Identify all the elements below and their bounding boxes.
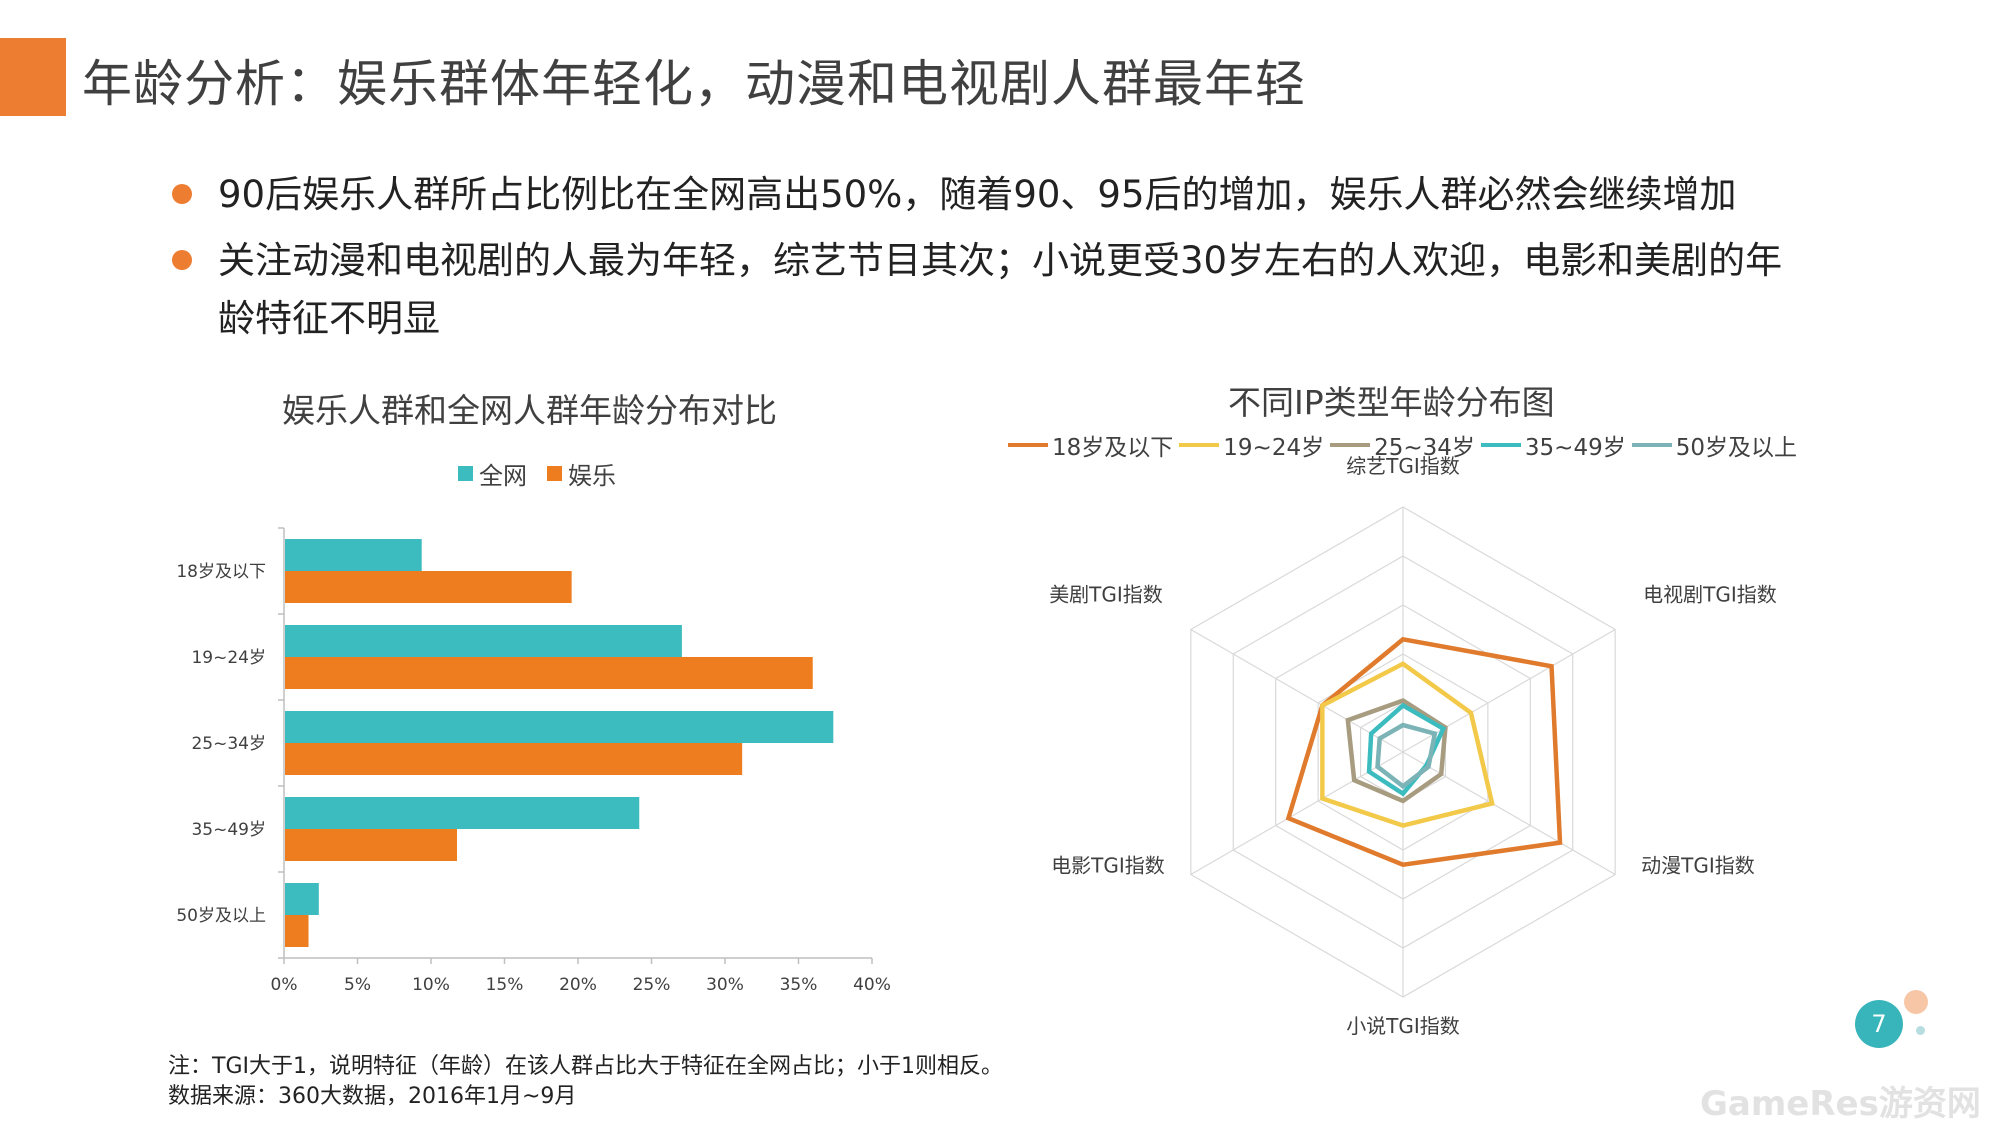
radar-legend-label: 18岁及以下 bbox=[1052, 435, 1174, 461]
x-tick-label: 35% bbox=[780, 975, 818, 995]
bar-ent bbox=[285, 743, 743, 775]
bar-ent bbox=[285, 657, 813, 689]
y-category-label: 19~24岁 bbox=[191, 648, 266, 668]
page-number: 7 bbox=[1855, 1000, 1903, 1048]
legend-label-all: 全网 bbox=[479, 462, 527, 490]
bullet-text: 关注动漫和电视剧的人最为年轻，综艺节目其次；小说更受30岁左右的人欢迎，电影和美… bbox=[218, 239, 1783, 340]
radar-legend-swatch bbox=[1631, 443, 1672, 447]
bar-all bbox=[285, 539, 422, 571]
bar-all bbox=[285, 797, 640, 829]
y-category-label: 50岁及以上 bbox=[176, 906, 266, 926]
x-tick-label: 10% bbox=[412, 975, 450, 995]
x-tick-label: 25% bbox=[633, 975, 671, 995]
legend-item-all: 全网 bbox=[458, 456, 527, 491]
bullet-item: 关注动漫和电视剧的人最为年轻，综艺节目其次；小说更受30岁左右的人欢迎，电影和美… bbox=[172, 232, 1812, 348]
radar-legend-item: 50岁及以上 bbox=[1631, 428, 1797, 462]
bar-ent bbox=[285, 915, 309, 947]
x-tick-label: 40% bbox=[853, 975, 891, 995]
bar-chart-title: 娱乐人群和全网人群年龄分布对比 bbox=[282, 391, 777, 430]
legend-item-ent: 娱乐 bbox=[547, 456, 616, 491]
radar-legend-swatch bbox=[1330, 443, 1371, 447]
radar-axis-spoke bbox=[1402, 751, 1616, 876]
radar-legend-item: 19~24岁 bbox=[1179, 428, 1324, 462]
watermark: GameRes游资网 bbox=[1700, 1084, 1981, 1124]
bar-ent bbox=[285, 571, 572, 603]
bullet-dot-icon bbox=[172, 184, 192, 204]
bullet-item: 90后娱乐人群所占比例比在全网高出50%，随着90、95后的增加，娱乐人群必然会… bbox=[172, 166, 1812, 224]
radar-axis-label: 综艺TGI指数 bbox=[1346, 454, 1460, 478]
x-tick-label: 0% bbox=[271, 975, 298, 995]
x-tick-label: 5% bbox=[344, 975, 371, 995]
radar-legend-item: 18岁及以下 bbox=[1008, 428, 1173, 462]
title-accent-bar bbox=[0, 38, 66, 116]
radar-axis-label: 动漫TGI指数 bbox=[1641, 854, 1755, 878]
radar-series-line bbox=[1285, 636, 1563, 868]
footnote-line-2: 数据来源：360大数据，2016年1月~9月 bbox=[168, 1084, 577, 1109]
radar-legend-item: 25~34岁 bbox=[1330, 428, 1475, 462]
radar-series-line bbox=[1320, 661, 1495, 828]
radar-legend-item: 35~49岁 bbox=[1480, 428, 1626, 462]
bar-ent bbox=[285, 829, 457, 861]
footnote: 注：TGI大于1，说明特征（年龄）在该人群占比大于特征在全网占比；小于1则相反。… bbox=[168, 1052, 1003, 1112]
legend-label-ent: 娱乐 bbox=[568, 462, 616, 490]
legend-swatch-all bbox=[458, 466, 473, 481]
radar-chart-title: 不同IP类型年龄分布图 bbox=[1228, 383, 1555, 422]
radar-legend-swatch bbox=[1480, 443, 1521, 447]
y-category-label: 35~49岁 bbox=[191, 820, 266, 840]
page-title: 年龄分析：娱乐群体年轻化，动漫和电视剧人群最年轻 bbox=[82, 55, 1306, 113]
x-tick-label: 30% bbox=[706, 975, 744, 995]
legend-swatch-ent bbox=[547, 466, 562, 481]
radar-chart-legend: 18岁及以下 19~24岁 25~34岁 35~49岁 50岁及以上 bbox=[1008, 428, 1803, 462]
radar-legend-label: 25~34岁 bbox=[1374, 435, 1475, 461]
bar-chart-legend: 全网 娱乐 bbox=[458, 456, 636, 491]
footnote-line-1: 注：TGI大于1，说明特征（年龄）在该人群占比大于特征在全网占比；小于1则相反。 bbox=[168, 1054, 1003, 1079]
radar-axis-spoke bbox=[1402, 628, 1616, 753]
decor-dot bbox=[1916, 1026, 1925, 1035]
radar-legend-swatch bbox=[1008, 443, 1048, 447]
bar-all bbox=[285, 883, 319, 915]
radar-series-line bbox=[1375, 722, 1438, 790]
y-category-label: 18岁及以下 bbox=[176, 562, 266, 582]
radar-axis-label: 电视剧TGI指数 bbox=[1643, 583, 1777, 607]
radar-legend-label: 19~24岁 bbox=[1223, 435, 1325, 461]
radar-legend-label: 50岁及以上 bbox=[1675, 435, 1797, 461]
radar-legend-label: 35~49岁 bbox=[1524, 435, 1626, 461]
radar-axis-label: 电影TGI指数 bbox=[1051, 854, 1165, 878]
radar-series-line bbox=[1366, 702, 1447, 797]
y-category-label: 25~34岁 bbox=[191, 734, 266, 754]
radar-axis-label: 美剧TGI指数 bbox=[1049, 583, 1163, 607]
bar-all bbox=[285, 711, 834, 743]
x-tick-label: 15% bbox=[486, 975, 524, 995]
x-tick-label: 20% bbox=[559, 975, 597, 995]
radar-axis-spoke bbox=[1190, 628, 1404, 753]
radar-axis-label: 小说TGI指数 bbox=[1346, 1014, 1460, 1038]
bullet-dot-icon bbox=[172, 250, 192, 270]
radar-legend-swatch bbox=[1179, 443, 1220, 447]
bar-all bbox=[285, 625, 682, 657]
bullet-text: 90后娱乐人群所占比例比在全网高出50%，随着90、95后的增加，娱乐人群必然会… bbox=[218, 173, 1737, 216]
bullet-list: 90后娱乐人群所占比例比在全网高出50%，随着90、95后的增加，娱乐人群必然会… bbox=[172, 166, 1812, 356]
decor-circle bbox=[1904, 990, 1928, 1014]
